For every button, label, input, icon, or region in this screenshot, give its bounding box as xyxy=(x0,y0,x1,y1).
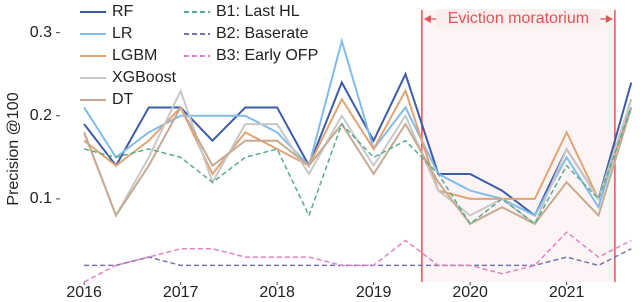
legend-label: LGBM xyxy=(112,47,157,64)
legend-label: B2: Baserate xyxy=(216,25,309,42)
series-line xyxy=(83,105,633,226)
legend-label: B1: Last HL xyxy=(216,3,300,20)
legend-label: RF xyxy=(112,3,134,20)
x-tick-label: 2018 xyxy=(259,284,295,301)
x-tick-label: 2019 xyxy=(356,284,392,301)
y-tick-label: 0.3 xyxy=(30,24,52,41)
legend-label: LR xyxy=(112,25,132,42)
x-tick-label: 2017 xyxy=(163,284,199,301)
x-tick-label: 2021 xyxy=(549,284,585,301)
x-tick-label: 2016 xyxy=(66,284,102,301)
legend-label: B3: Early OFP xyxy=(216,47,318,64)
legend-label: XGBoost xyxy=(112,69,177,86)
y-tick-label: 0.2 xyxy=(30,107,52,124)
series-line xyxy=(83,107,632,225)
annotation-label: Eviction moratorium xyxy=(448,10,589,27)
y-axis-label: Precision @100 xyxy=(5,92,22,205)
annotation-label-bg xyxy=(436,9,601,29)
series-line xyxy=(83,88,633,202)
x-tick-label: 2020 xyxy=(452,284,488,301)
legend-label: DT xyxy=(112,91,134,108)
annotation-region xyxy=(421,10,615,282)
series-line xyxy=(83,231,632,283)
y-tick-label: 0.1 xyxy=(30,190,52,207)
